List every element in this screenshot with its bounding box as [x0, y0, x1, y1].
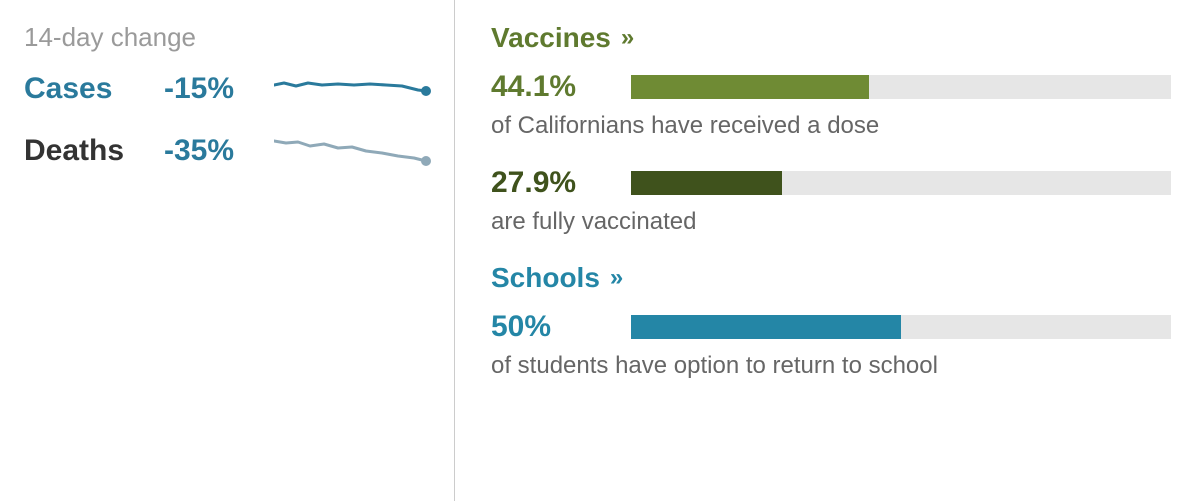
bar-track [631, 75, 1171, 99]
stat-block: 27.9% are fully vaccinated [491, 166, 1180, 236]
metric-label: Deaths [24, 134, 164, 168]
metrics-list: Cases-15%Deaths-35% [24, 67, 434, 173]
metric-label: Cases [24, 72, 164, 106]
stat-line: 44.1% [491, 70, 1180, 104]
dashboard-root: 14-day change Cases-15%Deaths-35% Vaccin… [0, 0, 1200, 501]
stat-percent: 44.1% [491, 70, 631, 104]
stat-description: of students have option to return to sch… [491, 352, 1180, 380]
section-heading[interactable]: Vaccines » [491, 22, 1180, 54]
stat-block: 44.1% of Californians have received a dos… [491, 70, 1180, 140]
bar-fill [631, 75, 869, 99]
sparkline [274, 69, 434, 109]
metric-row: Deaths-35% [24, 129, 434, 173]
stat-percent: 50% [491, 310, 631, 344]
change-title: 14-day change [24, 22, 434, 53]
metric-value: -35% [164, 134, 274, 168]
stat-description: are fully vaccinated [491, 208, 1180, 236]
stat-description: of Californians have received a dose [491, 112, 1180, 140]
stat-block: 50% of students have option to return to … [491, 310, 1180, 380]
chevron-icon: » [610, 266, 623, 290]
bar-track [631, 171, 1171, 195]
left-panel: 14-day change Cases-15%Deaths-35% [0, 0, 454, 501]
metric-row: Cases-15% [24, 67, 434, 111]
stat-line: 50% [491, 310, 1180, 344]
metric-value: -15% [164, 72, 274, 106]
bar-track [631, 315, 1171, 339]
stat-line: 27.9% [491, 166, 1180, 200]
section-heading-text: Vaccines [491, 22, 611, 54]
sparkline [274, 131, 434, 171]
stat-percent: 27.9% [491, 166, 631, 200]
right-panel: Vaccines » 44.1% of Californians have recei… [455, 0, 1200, 501]
section-heading[interactable]: Schools » [491, 262, 1180, 294]
chevron-icon: » [621, 26, 634, 50]
bar-fill [631, 315, 901, 339]
bar-fill [631, 171, 782, 195]
section-heading-text: Schools [491, 262, 600, 294]
